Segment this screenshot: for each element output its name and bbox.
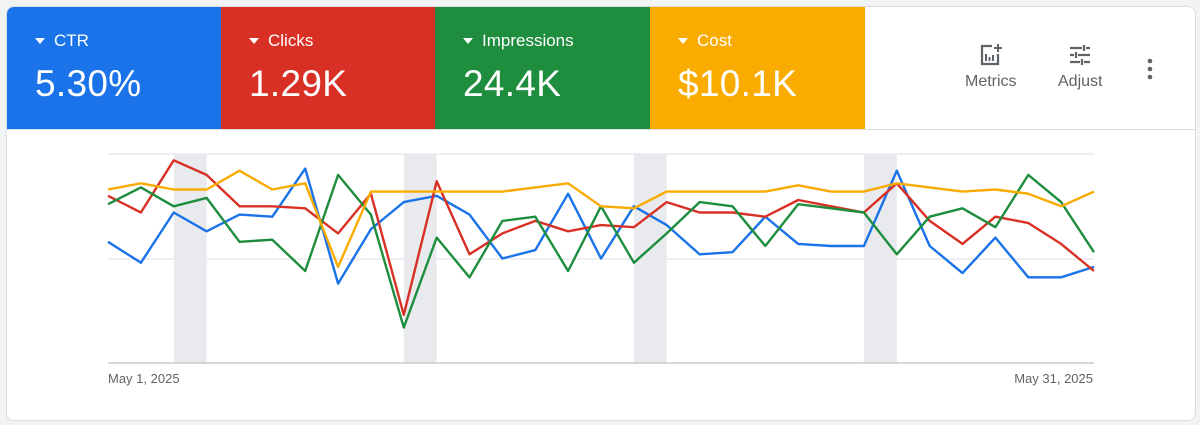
more-vert-icon xyxy=(1147,58,1153,80)
dropdown-arrow-icon xyxy=(249,38,259,44)
dropdown-arrow-icon xyxy=(463,38,473,44)
series-line-ctr xyxy=(107,167,1095,285)
adjust-button[interactable]: Adjust xyxy=(1058,43,1102,91)
x-tick-end: May 31, 2025 xyxy=(1014,371,1093,386)
metric-value: $10.1K xyxy=(678,63,798,104)
adjust-label: Adjust xyxy=(1058,73,1103,90)
metric-label: Cost xyxy=(697,31,732,50)
metric-label: CTR xyxy=(54,31,89,50)
metrics-button[interactable]: Metrics xyxy=(965,43,1017,91)
series-line-cost xyxy=(107,169,1095,269)
metric-tile-cost[interactable]: Cost $10.1K xyxy=(650,7,865,129)
metric-value: 1.29K xyxy=(249,63,348,104)
line-chart xyxy=(107,153,1096,364)
series-line-clicks xyxy=(107,159,1095,317)
metrics-label: Metrics xyxy=(965,73,1017,90)
metric-label: Impressions xyxy=(482,31,574,50)
tune-icon xyxy=(1070,45,1091,65)
dropdown-arrow-icon xyxy=(678,38,688,44)
metric-value: 5.30% xyxy=(35,63,142,104)
more-options-button[interactable] xyxy=(1145,57,1155,87)
add-chart-icon xyxy=(980,44,1002,66)
metric-value: 24.4K xyxy=(463,63,562,104)
dropdown-arrow-icon xyxy=(35,38,45,44)
metric-tile-ctr[interactable]: CTR 5.30% xyxy=(7,7,221,129)
metric-label: Clicks xyxy=(268,31,314,50)
metric-tile-impressions[interactable]: Impressions 24.4K xyxy=(435,7,650,129)
header-divider xyxy=(7,129,1195,130)
x-tick-start: May 1, 2025 xyxy=(108,371,180,386)
metric-tile-clicks[interactable]: Clicks 1.29K xyxy=(221,7,435,129)
performance-card: CTR 5.30% Clicks 1.29K Impressions 24.4K… xyxy=(6,6,1196,421)
series-line-impressions xyxy=(107,173,1096,329)
